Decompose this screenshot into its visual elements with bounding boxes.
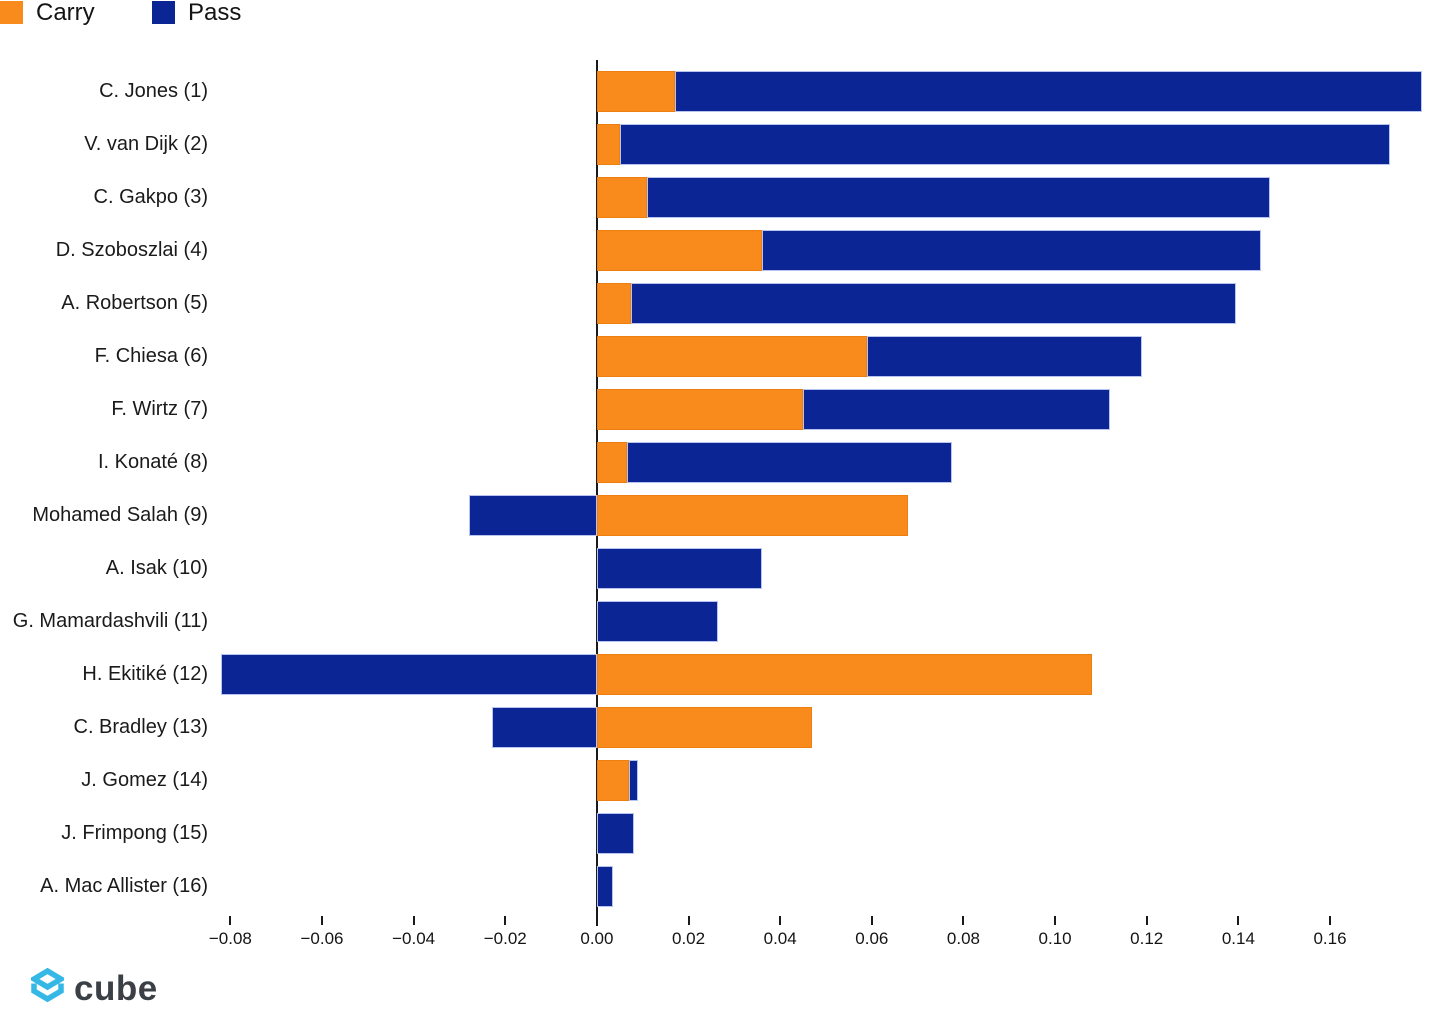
bar-segment-carry bbox=[596, 706, 813, 748]
y-axis-label: D. Szoboszlai (4) bbox=[55, 239, 208, 261]
bar-segment-pass bbox=[761, 229, 1262, 271]
y-axis-label: I. Konaté (8) bbox=[97, 451, 208, 473]
zero-axis-line bbox=[595, 60, 598, 926]
bar-segment-pass bbox=[596, 600, 719, 642]
legend-item-carry: Carry bbox=[0, 0, 95, 25]
bar-segment-pass bbox=[867, 335, 1143, 377]
y-axis-label: F. Wirtz (7) bbox=[111, 398, 208, 420]
y-axis-label: C. Bradley (13) bbox=[73, 716, 209, 738]
y-axis-label: G. Mamardashvili (11) bbox=[12, 610, 208, 632]
bar-segment-carry bbox=[596, 441, 627, 483]
y-axis-label: A. Robertson (5) bbox=[61, 292, 208, 314]
bar-segment-pass bbox=[468, 494, 597, 536]
bar-segment-pass bbox=[596, 812, 634, 854]
legend-label-carry: Carry bbox=[36, 0, 95, 26]
pass-swatch-icon bbox=[152, 1, 175, 24]
x-axis-tick-label: −0.06 bbox=[300, 929, 344, 948]
bar-segment-carry bbox=[596, 653, 1092, 695]
x-axis-tick-label: 0.08 bbox=[946, 929, 980, 948]
bar-segment-carry bbox=[596, 123, 620, 165]
y-axis-label: C. Gakpo (3) bbox=[93, 186, 208, 208]
bar-segment-pass bbox=[628, 759, 639, 801]
logo-text: cube bbox=[74, 969, 158, 1008]
x-axis-tick-label: 0.04 bbox=[763, 929, 797, 948]
carry-swatch-icon bbox=[0, 1, 23, 24]
bar-segment-pass bbox=[491, 706, 597, 748]
bar-segment-pass bbox=[674, 70, 1422, 112]
x-axis-tick-label: 0.10 bbox=[1038, 929, 1072, 948]
x-axis-tick bbox=[321, 916, 323, 925]
cube-logo: cube bbox=[31, 968, 158, 1010]
x-axis-tick-label: 0.00 bbox=[580, 929, 614, 948]
x-axis-tick-label: 0.06 bbox=[855, 929, 889, 948]
y-axis-label: C. Jones (1) bbox=[99, 80, 208, 102]
bar-segment-carry bbox=[596, 70, 675, 112]
bar-segment-pass bbox=[619, 123, 1390, 165]
y-axis-label: V. van Dijk (2) bbox=[84, 133, 208, 155]
x-axis-tick bbox=[1237, 916, 1240, 925]
bar-segment-carry bbox=[596, 494, 909, 536]
bar-segment-pass bbox=[596, 547, 762, 589]
x-axis-tick-label: 0.14 bbox=[1221, 929, 1255, 948]
x-axis-tick-label: 0.02 bbox=[671, 929, 706, 948]
y-axis-label: A. Isak (10) bbox=[105, 557, 208, 579]
y-axis-label: J. Frimpong (15) bbox=[61, 822, 208, 844]
y-axis-label: H. Ekitiké (12) bbox=[82, 663, 208, 685]
bar-segment-carry bbox=[596, 388, 804, 430]
legend-label-pass: Pass bbox=[188, 0, 242, 26]
y-axis-label: F. Chiesa (6) bbox=[94, 345, 208, 367]
x-axis-tick bbox=[1329, 916, 1331, 925]
bar-segment-pass bbox=[631, 282, 1237, 324]
x-axis-tick bbox=[779, 916, 782, 925]
bar-segment-carry bbox=[596, 759, 629, 801]
x-axis-tick-label: −0.04 bbox=[392, 929, 436, 948]
x-axis-tick bbox=[687, 916, 690, 925]
x-axis-tick bbox=[870, 916, 873, 925]
bar-segment-carry bbox=[596, 176, 648, 218]
x-axis-tick bbox=[595, 916, 598, 925]
x-axis-tick bbox=[412, 916, 415, 925]
cube-wireframe-icon bbox=[31, 968, 64, 1003]
bar-segment-pass bbox=[626, 441, 952, 483]
x-axis-tick bbox=[1145, 916, 1148, 925]
x-axis-tick bbox=[962, 916, 965, 925]
bar-segment-carry bbox=[596, 229, 762, 271]
x-axis-tick bbox=[504, 916, 507, 925]
legend-item-pass: Pass bbox=[152, 0, 241, 25]
bar-segment-pass bbox=[803, 388, 1111, 430]
x-axis-tick bbox=[1054, 916, 1057, 925]
bar-segment-carry bbox=[596, 282, 632, 324]
x-axis-tick-label: 0.16 bbox=[1313, 929, 1347, 948]
y-axis-label: A. Mac Allister (16) bbox=[40, 875, 208, 897]
x-axis-tick-label: −0.08 bbox=[208, 929, 252, 948]
bar-segment-carry bbox=[596, 335, 868, 377]
bar-segment-pass bbox=[596, 865, 613, 907]
x-axis-tick bbox=[229, 916, 232, 925]
x-axis-tick-label: −0.02 bbox=[483, 929, 527, 948]
y-axis-label: J. Gomez (14) bbox=[81, 769, 208, 791]
y-axis-label: Mohamed Salah (9) bbox=[32, 504, 208, 526]
bar-segment-pass bbox=[221, 653, 597, 695]
x-axis-tick-label: 0.12 bbox=[1130, 929, 1164, 948]
bar-segment-pass bbox=[647, 176, 1271, 218]
